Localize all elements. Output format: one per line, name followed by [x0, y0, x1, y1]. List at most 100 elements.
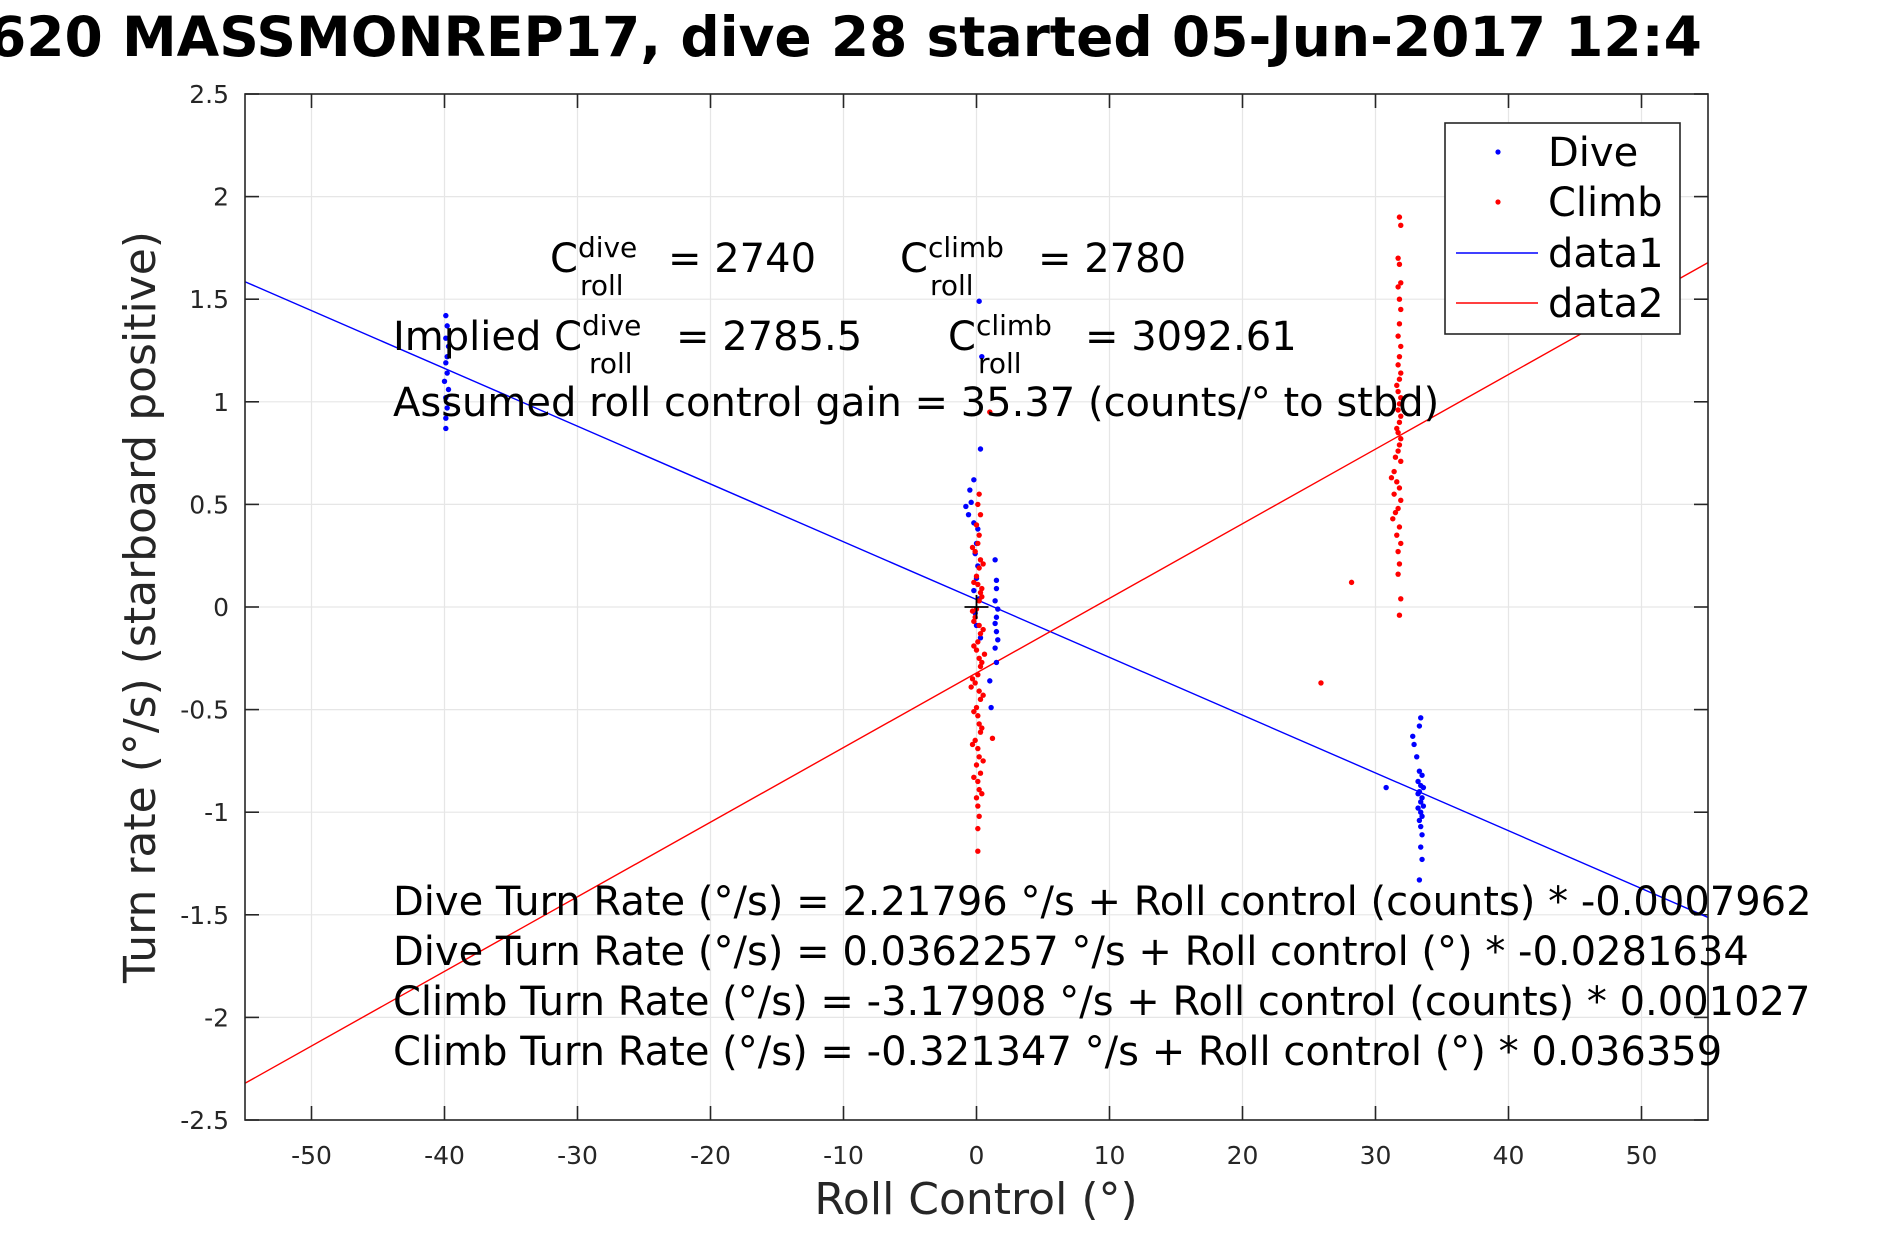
dive-point	[443, 360, 449, 366]
dive-point	[967, 487, 973, 493]
dive-point	[1418, 844, 1424, 850]
climb-point	[976, 754, 982, 760]
dive-point	[445, 343, 452, 350]
dive-point	[993, 577, 1000, 584]
dive-point	[993, 659, 1000, 666]
climb-point	[975, 713, 981, 719]
x-tick-label: -40	[424, 1141, 465, 1170]
legend-climb-marker	[1495, 199, 1501, 205]
climb-point	[1396, 612, 1403, 618]
dive-point	[1419, 795, 1425, 801]
climb-point	[1392, 454, 1399, 460]
climb-point	[1396, 442, 1403, 448]
dive-point	[992, 645, 998, 651]
climb-point	[1395, 429, 1401, 436]
climb-point	[1395, 388, 1401, 395]
dive-point	[1418, 799, 1424, 805]
climb-point	[1395, 548, 1401, 555]
dive-point	[443, 394, 449, 401]
climb-point	[975, 745, 981, 752]
annotation-equations: Dive Turn Rate (°/s) = 2.21796 °/s + Rol…	[393, 879, 1812, 1075]
dive-point	[441, 378, 448, 384]
legend-climb-label: Climb	[1548, 180, 1663, 226]
y-tick-label: 0.5	[189, 490, 229, 519]
legend-box	[1444, 122, 1681, 335]
climb-point	[969, 741, 976, 748]
dive-point	[1419, 856, 1425, 863]
climb-point	[977, 630, 984, 637]
climb-point	[980, 561, 986, 567]
dive-point	[1419, 772, 1425, 778]
dive-point	[1415, 778, 1421, 785]
climb-point	[1388, 475, 1395, 481]
dive-point	[979, 353, 985, 360]
climb-point	[977, 696, 984, 703]
climb-point	[1390, 516, 1396, 522]
dive-point	[443, 335, 449, 341]
climb-point	[975, 778, 981, 785]
climb-point	[1398, 596, 1404, 602]
dive-point	[1411, 741, 1417, 748]
climb-point	[1395, 284, 1401, 290]
x-tick-label: 20	[1227, 1141, 1259, 1170]
climb-point	[977, 589, 984, 596]
climb-point	[1398, 306, 1404, 313]
equation-dive-degrees: Dive Turn Rate (°/s) = 0.0362257 °/s + R…	[393, 929, 1749, 975]
dive-point	[1416, 723, 1423, 729]
dive-point	[987, 678, 993, 684]
dive-point	[444, 405, 450, 411]
y-tick-label: -2	[204, 1003, 229, 1032]
climb-point	[1394, 382, 1400, 389]
annotation-gain: Assumed roll control gain = 35.37 (count…	[393, 380, 1439, 426]
dive-point	[1383, 784, 1389, 791]
dive-point	[444, 370, 450, 376]
climb-point	[972, 737, 978, 744]
climb-point	[1391, 491, 1397, 497]
climb-point	[971, 618, 977, 625]
dive-point	[995, 637, 1001, 643]
y-tick-label: -1	[204, 798, 229, 827]
climb-point	[1396, 419, 1403, 426]
climb-point	[975, 672, 981, 678]
legend-data1-label: data1	[1548, 231, 1664, 277]
climb-point	[1396, 321, 1403, 327]
climb-point	[1395, 333, 1401, 339]
annotation-implied-c-climb: Cclimb roll= 3092.61	[948, 309, 1297, 380]
dive-point	[992, 598, 998, 604]
equation-climb-degrees: Climb Turn Rate (°/s) = -0.321347 °/s + …	[393, 1029, 1722, 1075]
x-tick-label: 0	[969, 1141, 985, 1170]
climb-point	[968, 684, 974, 690]
equation-climb-counts: Climb Turn Rate (°/s) = -3.17908 °/s + R…	[393, 979, 1810, 1025]
climb-point	[973, 704, 980, 711]
climb-point	[977, 729, 984, 735]
climb-point	[975, 848, 981, 854]
x-tick-label: 40	[1493, 1141, 1525, 1170]
climb-point	[980, 758, 986, 764]
climb-point	[973, 795, 980, 801]
y-tick-label: -2.5	[180, 1106, 229, 1135]
climb-point	[975, 825, 981, 832]
climb-point	[977, 511, 984, 518]
climb-point	[1348, 579, 1355, 586]
x-tick-label: -20	[690, 1141, 731, 1170]
dive-point	[993, 628, 1000, 635]
climb-point	[979, 594, 985, 600]
y-tick-label: 2.5	[189, 80, 229, 109]
climb-point	[975, 581, 981, 588]
dive-point	[975, 526, 981, 532]
annotation-coefficients: Cdive roll= 2740 Cclimb roll= 2780 Implied…	[393, 231, 1439, 426]
climb-point	[1396, 401, 1403, 407]
climb-point	[976, 655, 982, 661]
climb-point	[979, 659, 985, 666]
dive-point	[993, 585, 1000, 592]
climb-point	[971, 774, 977, 781]
climb-point	[1396, 353, 1403, 360]
y-tick-label: 2	[213, 183, 229, 212]
climb-point	[1396, 376, 1403, 382]
dive-point	[1415, 805, 1421, 811]
dive-point	[1419, 832, 1425, 838]
climb-point	[1396, 524, 1403, 530]
x-axis-label: Roll Control (°)	[814, 1174, 1137, 1225]
x-tick-label: 30	[1360, 1141, 1392, 1170]
dive-point	[1418, 715, 1424, 721]
